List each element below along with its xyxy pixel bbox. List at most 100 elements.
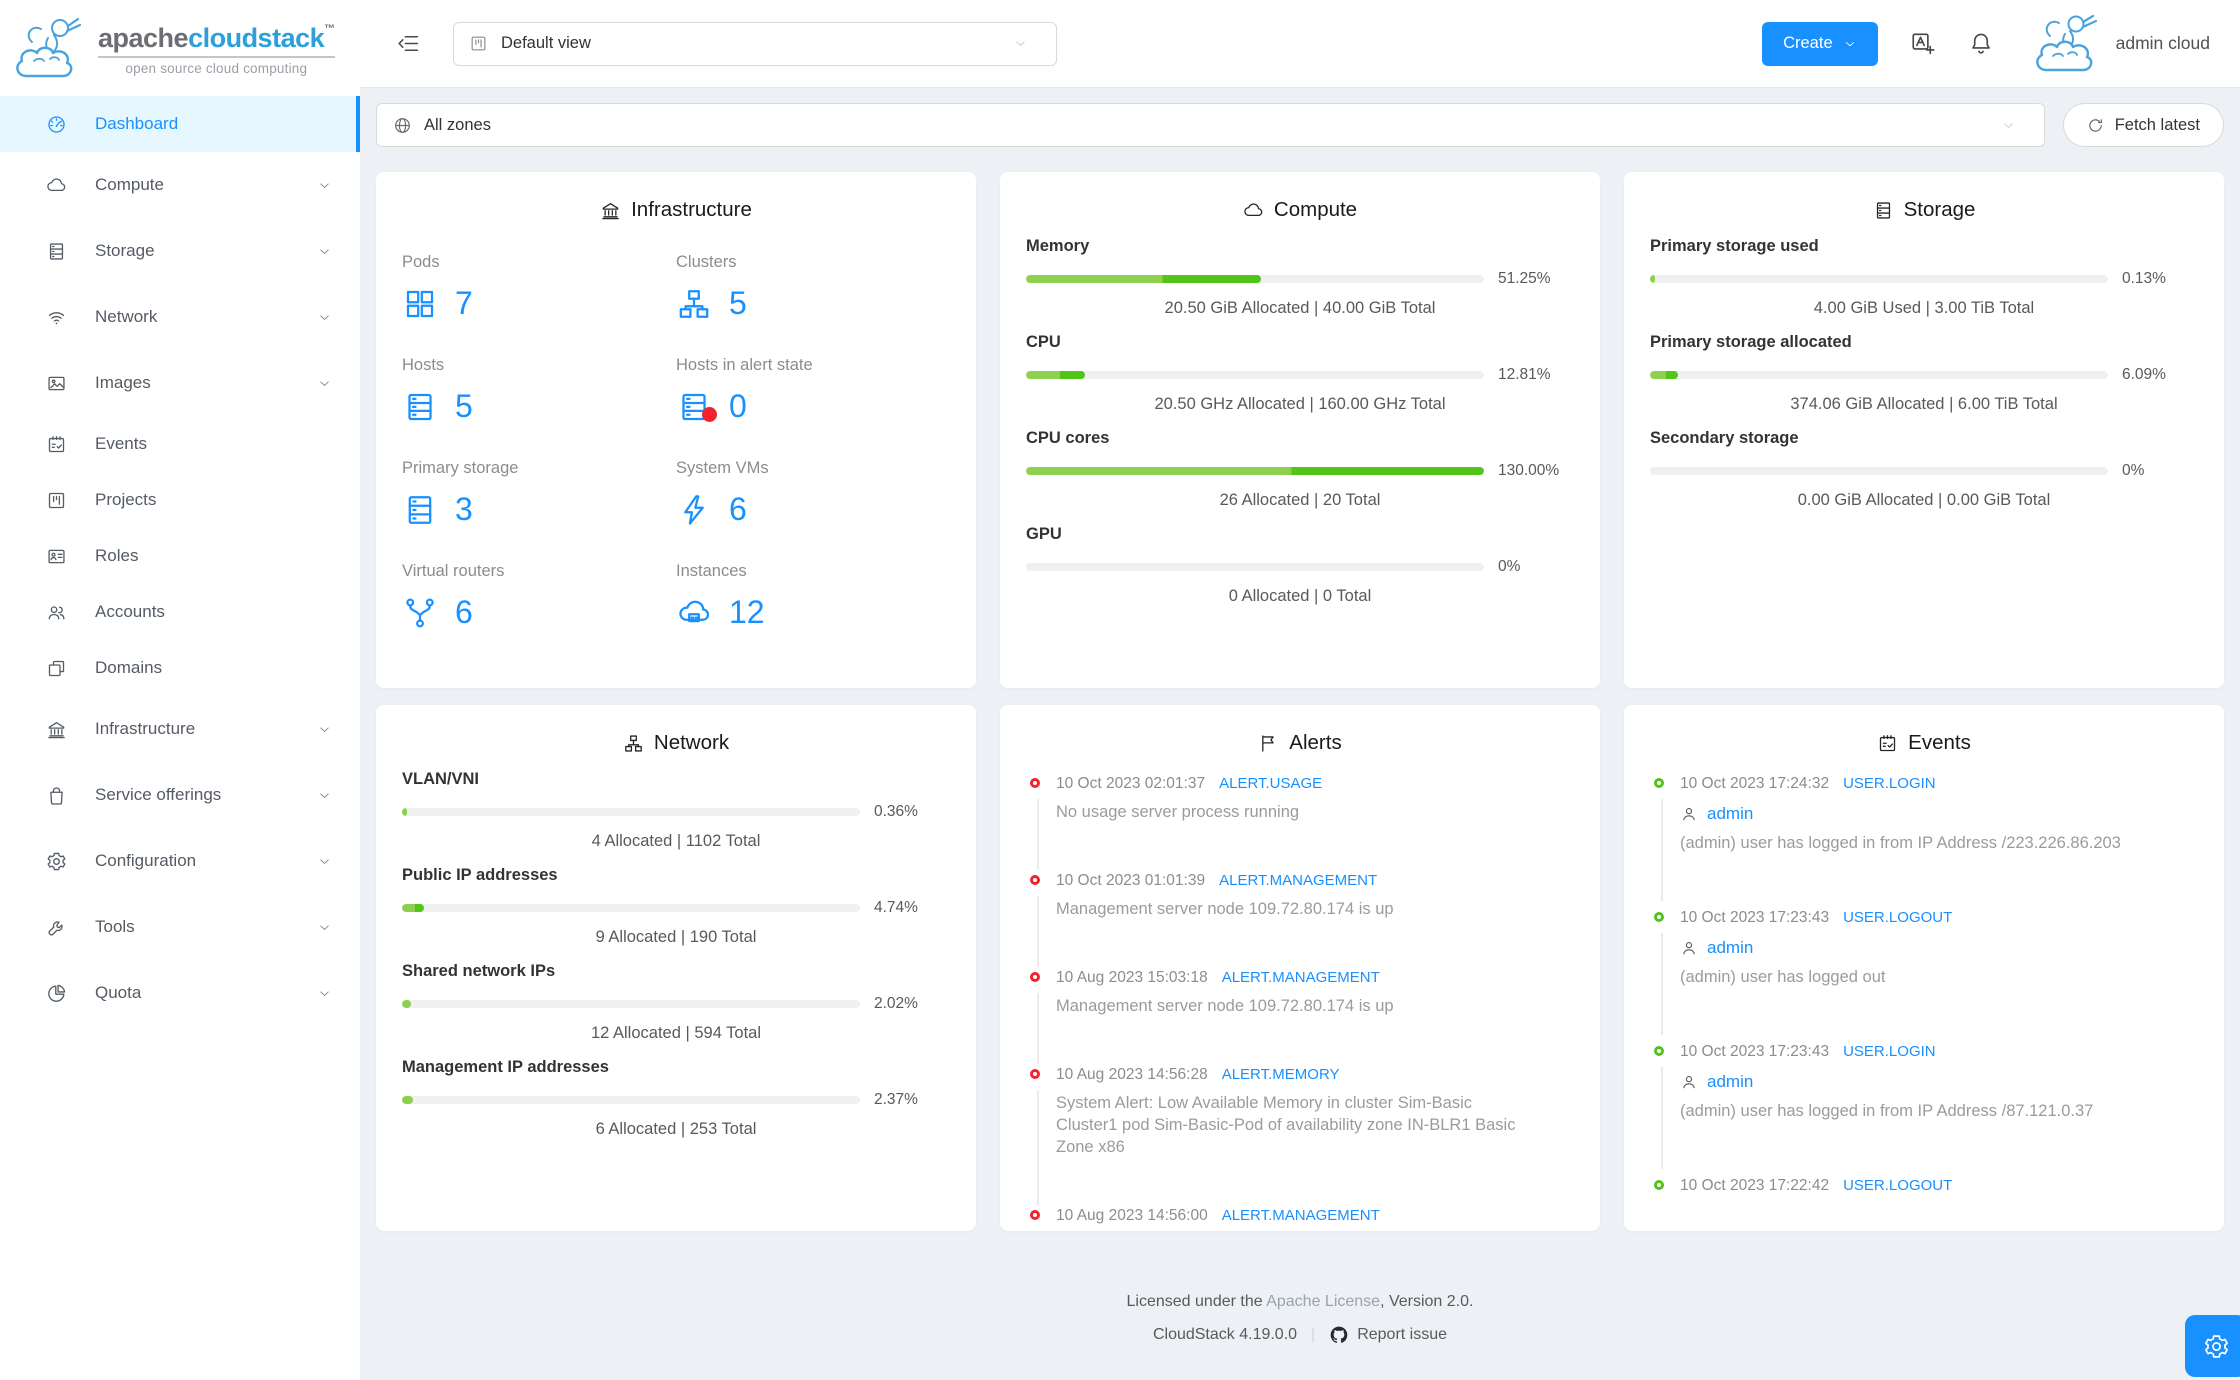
- notifications-bell-icon[interactable]: [1968, 31, 1994, 57]
- event-type-link[interactable]: USER.LOGOUT: [1843, 1176, 1953, 1194]
- sidebar-item[interactable]: Dashboard: [0, 96, 360, 152]
- compute-metric: CPU 12.81% 20.50 GHz Allocated | 160.00 …: [1000, 333, 1600, 414]
- top-bar: Default view Create admin cloud: [360, 0, 2240, 88]
- infra-stat[interactable]: Hosts 5: [402, 356, 473, 425]
- user-icon: [1680, 939, 1698, 957]
- event-user-link[interactable]: admin: [1707, 1071, 1754, 1091]
- infra-stat[interactable]: Hosts in alert state 0: [676, 356, 813, 424]
- cloud-server-icon: [676, 595, 712, 631]
- zone-selector[interactable]: All zones: [376, 103, 2045, 147]
- event-item: 10 Oct 2023 17:24:32 USER.LOGIN admin (a…: [1654, 775, 2198, 901]
- sidebar-item[interactable]: Domains: [0, 640, 360, 696]
- progress-percent: 0.36%: [874, 803, 918, 820]
- cloud-icon: [1243, 200, 1264, 221]
- chevron-down-icon: [317, 722, 332, 737]
- sidebar-item[interactable]: Network: [0, 284, 360, 350]
- sidebar-item[interactable]: Accounts: [0, 584, 360, 640]
- sidebar-item[interactable]: Compute: [0, 152, 360, 218]
- apache-license-link[interactable]: Apache License: [1266, 1293, 1381, 1310]
- alert-item: 10 Oct 2023 01:01:39 ALERT.MANAGEMENT Ma…: [1030, 871, 1574, 967]
- sidebar-item[interactable]: Tools: [0, 894, 360, 960]
- event-status-dot: [1654, 911, 1664, 922]
- infra-stat[interactable]: Virtual routers 6: [402, 562, 505, 630]
- metric-detail: 9 Allocated | 190 Total: [595, 928, 757, 946]
- alert-type-link[interactable]: ALERT.MEMORY: [1221, 1065, 1340, 1083]
- reload-icon: [2087, 117, 2104, 134]
- metric-detail: 0.00 GiB Allocated | 0.00 GiB Total: [1797, 491, 2051, 509]
- infra-stat[interactable]: Clusters 5: [676, 253, 747, 321]
- event-item: 10 Oct 2023 17:23:43 USER.LOGIN admin (a…: [1654, 1042, 2198, 1169]
- progress-percent: 6.09%: [2122, 366, 2166, 383]
- brand-tagline: open source cloud computing: [125, 60, 308, 76]
- compute-metric: CPU cores 130.00% 26 Allocated | 20 Tota…: [1000, 429, 1600, 510]
- sidebar-item[interactable]: Projects: [0, 472, 360, 528]
- metric-detail: 4 Allocated | 1102 Total: [591, 832, 761, 850]
- server-icon: [402, 389, 438, 425]
- menu-fold-icon[interactable]: [396, 31, 421, 56]
- pods-icon: [402, 286, 438, 322]
- alert-type-link[interactable]: ALERT.USAGE: [1219, 775, 1323, 792]
- compute-metric: GPU 0% 0 Allocated | 0 Total: [1000, 525, 1600, 606]
- wrench-icon: [46, 917, 67, 938]
- alert-type-link[interactable]: ALERT.MANAGEMENT: [1221, 968, 1380, 986]
- metric-detail: 4.00 GiB Used | 3.00 TiB Total: [1813, 299, 2035, 317]
- globe-icon: [393, 116, 412, 135]
- progress-bar: [1650, 275, 2108, 283]
- sidebar-item[interactable]: Configuration: [0, 828, 360, 894]
- infrastructure-card-title: Infrastructure: [376, 198, 976, 222]
- infra-stat-value: 3: [455, 491, 473, 527]
- storage-card: Storage Primary storage used 0.13% 4.00 …: [1624, 172, 2224, 688]
- event-item: 10 Oct 2023 17:23:43 USER.LOGOUT admin (…: [1654, 908, 2198, 1035]
- infra-stat[interactable]: Instances 12: [676, 562, 765, 631]
- infra-stat[interactable]: Primary storage 3: [402, 459, 519, 527]
- create-button[interactable]: Create: [1762, 21, 1878, 66]
- user-menu[interactable]: admin cloud: [2020, 12, 2210, 76]
- progress-bar: [1650, 467, 2108, 475]
- sidebar-menu: Dashboard Compute Storage Network: [0, 96, 360, 1026]
- infrastructure-card: Infrastructure Pods 7 Clusters: [376, 172, 976, 688]
- event-type-link[interactable]: USER.LOGIN: [1843, 775, 1936, 792]
- alert-message: System Alert: Low Available Memory in cl…: [1056, 1093, 1516, 1156]
- theme-settings-button[interactable]: [2185, 1315, 2240, 1377]
- sidebar-item[interactable]: Quota: [0, 960, 360, 1026]
- alert-type-link[interactable]: ALERT.MANAGEMENT: [1219, 871, 1378, 889]
- metric-detail: 20.50 GiB Allocated | 40.00 GiB Total: [1164, 299, 1436, 317]
- report-issue-link[interactable]: Report issue: [1329, 1325, 1447, 1345]
- view-selector[interactable]: Default view: [453, 21, 1057, 66]
- chevron-down-icon: [317, 376, 332, 391]
- zone-selector-value: All zones: [424, 115, 491, 134]
- bank-icon: [46, 719, 67, 740]
- idcard-icon: [46, 546, 67, 567]
- storage-card-title: Storage: [1624, 198, 2224, 222]
- metric-detail: 0 Allocated | 0 Total: [1228, 587, 1372, 605]
- sidebar-item[interactable]: Roles: [0, 528, 360, 584]
- sidebar-item[interactable]: Events: [0, 416, 360, 472]
- event-type-link[interactable]: USER.LOGIN: [1843, 1042, 1936, 1060]
- event-user-link[interactable]: admin: [1707, 804, 1754, 823]
- network-metric: Public IP addresses 4.74% 9 Allocated | …: [376, 866, 976, 947]
- sidebar-item[interactable]: Storage: [0, 218, 360, 284]
- events-card-title: Events: [1624, 731, 2224, 755]
- translate-icon[interactable]: [1910, 31, 1936, 57]
- infra-stat[interactable]: System VMs 6: [676, 459, 769, 527]
- infra-stat[interactable]: Pods 7: [402, 253, 473, 322]
- event-type-link[interactable]: USER.LOGOUT: [1843, 908, 1953, 926]
- alert-timestamp: 10 Aug 2023 14:56:00: [1056, 1206, 1208, 1224]
- cloudstack-logo[interactable]: apachecloudstack™ open source cloud comp…: [0, 0, 360, 96]
- progress-bar: [1026, 467, 1484, 475]
- progress-percent: 0.13%: [2122, 270, 2166, 287]
- avatar: [2035, 14, 2097, 71]
- fetch-latest-button[interactable]: Fetch latest: [2062, 103, 2224, 147]
- progress-percent: 0%: [1498, 558, 1521, 575]
- shopping-icon: [46, 785, 67, 806]
- sidebar-item[interactable]: Infrastructure: [0, 696, 360, 762]
- event-user-link[interactable]: admin: [1707, 937, 1754, 957]
- project-icon: [46, 490, 67, 511]
- gear-icon: [46, 851, 67, 872]
- sidebar-item[interactable]: Images: [0, 350, 360, 416]
- cluster-icon: [623, 733, 644, 754]
- network-metric: VLAN/VNI 0.36% 4 Allocated | 1102 Total: [376, 770, 976, 851]
- sidebar-item[interactable]: Service offerings: [0, 762, 360, 828]
- alert-type-link[interactable]: ALERT.MANAGEMENT: [1221, 1206, 1380, 1224]
- event-timestamp: 10 Oct 2023 17:23:43: [1680, 908, 1830, 926]
